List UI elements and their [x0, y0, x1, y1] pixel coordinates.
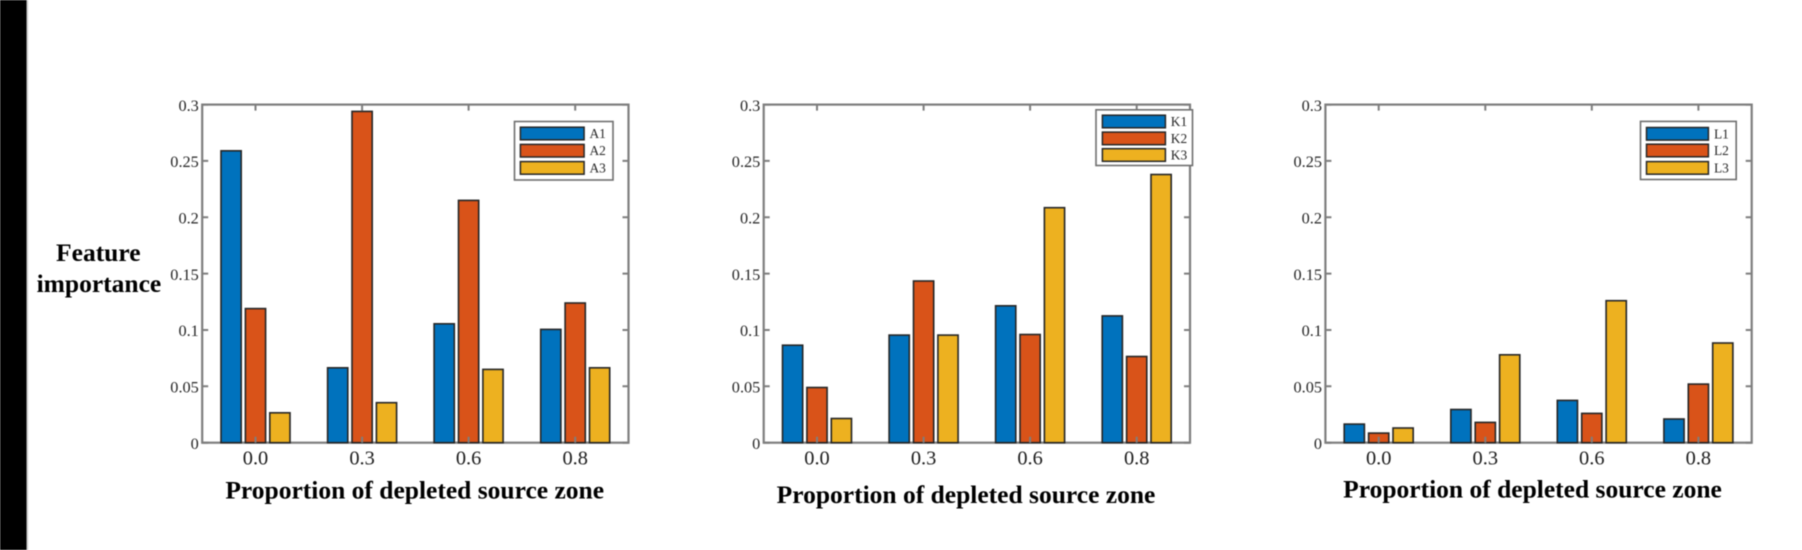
- svg-text:0.2: 0.2: [1302, 209, 1322, 228]
- svg-text:0: 0: [752, 434, 760, 453]
- svg-text:0.3: 0.3: [349, 447, 375, 469]
- svg-text:Proportion of depleted source: Proportion of depleted source zone: [777, 480, 1156, 509]
- svg-text:K1: K1: [1171, 114, 1187, 129]
- svg-text:K2: K2: [1171, 131, 1187, 146]
- svg-text:0.25: 0.25: [170, 152, 199, 171]
- svg-text:0: 0: [191, 434, 199, 453]
- svg-text:0.6: 0.6: [1579, 447, 1605, 469]
- svg-text:0.05: 0.05: [170, 378, 199, 397]
- svg-text:0.6: 0.6: [1017, 447, 1043, 469]
- svg-text:0.05: 0.05: [1294, 378, 1323, 397]
- svg-text:0.05: 0.05: [732, 378, 761, 397]
- svg-text:0.25: 0.25: [732, 152, 761, 171]
- svg-text:0.8: 0.8: [1686, 447, 1712, 469]
- svg-text:L3: L3: [1714, 160, 1729, 175]
- svg-text:K3: K3: [1171, 148, 1188, 163]
- svg-text:0.1: 0.1: [1302, 321, 1322, 340]
- svg-text:Proportion of depleted source: Proportion of depleted source zone: [1343, 475, 1722, 504]
- svg-text:0.3: 0.3: [178, 96, 198, 115]
- svg-text:0: 0: [1314, 434, 1322, 453]
- svg-text:0.6: 0.6: [456, 447, 482, 469]
- svg-text:0.15: 0.15: [170, 265, 199, 284]
- svg-text:importance: importance: [37, 269, 162, 298]
- svg-text:A3: A3: [590, 160, 607, 175]
- svg-text:0.3: 0.3: [911, 447, 937, 469]
- svg-text:0.0: 0.0: [243, 447, 269, 469]
- svg-text:0.15: 0.15: [1294, 265, 1323, 284]
- svg-text:0.2: 0.2: [740, 209, 760, 228]
- svg-text:Proportion of depleted source: Proportion of depleted source zone: [225, 475, 604, 504]
- svg-text:0.8: 0.8: [562, 447, 588, 469]
- svg-text:0.2: 0.2: [178, 209, 198, 228]
- svg-text:0.3: 0.3: [740, 96, 760, 115]
- svg-text:0.0: 0.0: [804, 447, 830, 469]
- svg-text:0.1: 0.1: [178, 321, 198, 340]
- svg-text:0.8: 0.8: [1124, 447, 1150, 469]
- svg-text:0.25: 0.25: [1294, 152, 1323, 171]
- svg-text:0.15: 0.15: [732, 265, 761, 284]
- svg-text:0.3: 0.3: [1473, 447, 1499, 469]
- svg-text:A2: A2: [590, 143, 606, 158]
- svg-text:A1: A1: [590, 126, 606, 141]
- svg-text:0.3: 0.3: [1302, 96, 1322, 115]
- svg-text:Feature: Feature: [56, 238, 141, 267]
- svg-text:L1: L1: [1714, 126, 1729, 141]
- svg-text:0.1: 0.1: [740, 321, 760, 340]
- svg-text:L2: L2: [1714, 143, 1729, 158]
- svg-text:0.0: 0.0: [1366, 447, 1392, 469]
